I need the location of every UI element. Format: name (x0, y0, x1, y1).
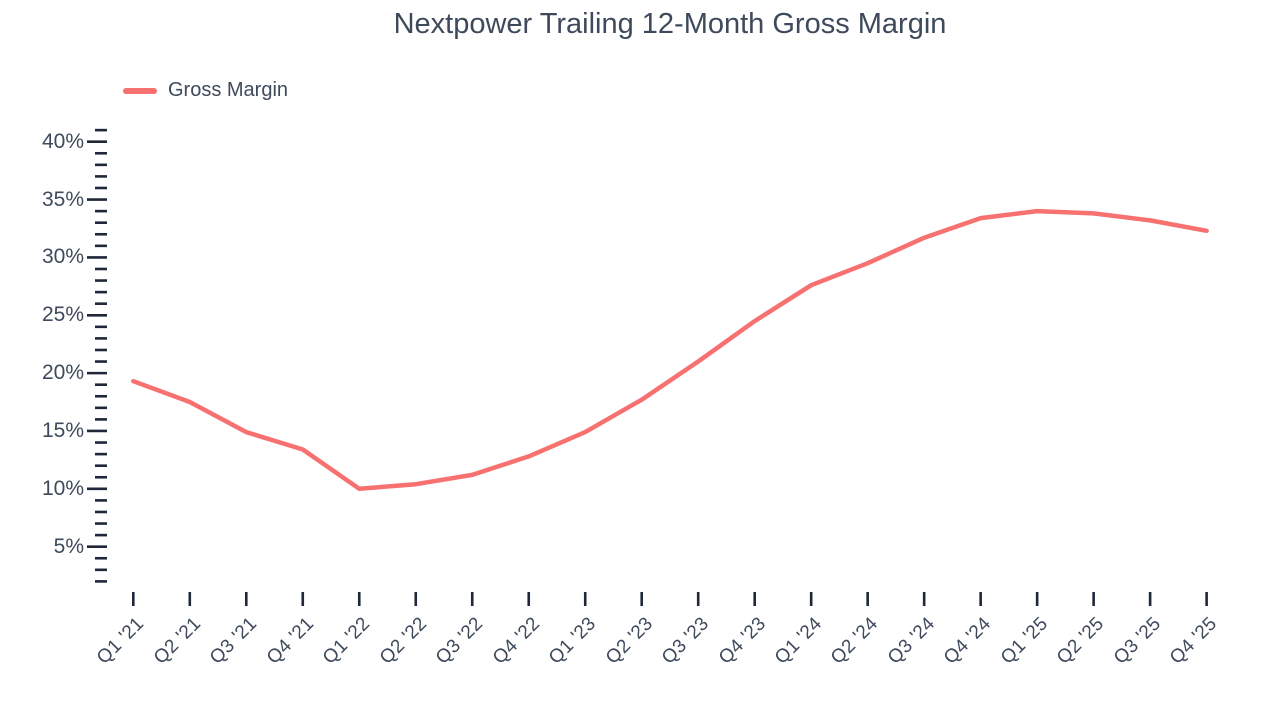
y-axis-label: 20% (41, 361, 84, 385)
legend-label: Gross Margin (168, 79, 289, 101)
legend: Gross Margin (123, 79, 288, 102)
y-axis-label: 10% (41, 476, 84, 500)
legend-line-swatch (123, 87, 157, 94)
y-axis-label: 15% (41, 418, 84, 442)
chart-title: Nextpower Trailing 12-Month Gross Margin (393, 8, 947, 40)
y-axis-label: 35% (41, 187, 84, 211)
y-axis-label: 40% (41, 129, 84, 153)
y-axis-label: 5% (53, 534, 84, 558)
y-axis-label: 25% (41, 303, 84, 327)
y-axis-label: 30% (41, 245, 84, 269)
series-line-gross-margin (131, 208, 1209, 492)
